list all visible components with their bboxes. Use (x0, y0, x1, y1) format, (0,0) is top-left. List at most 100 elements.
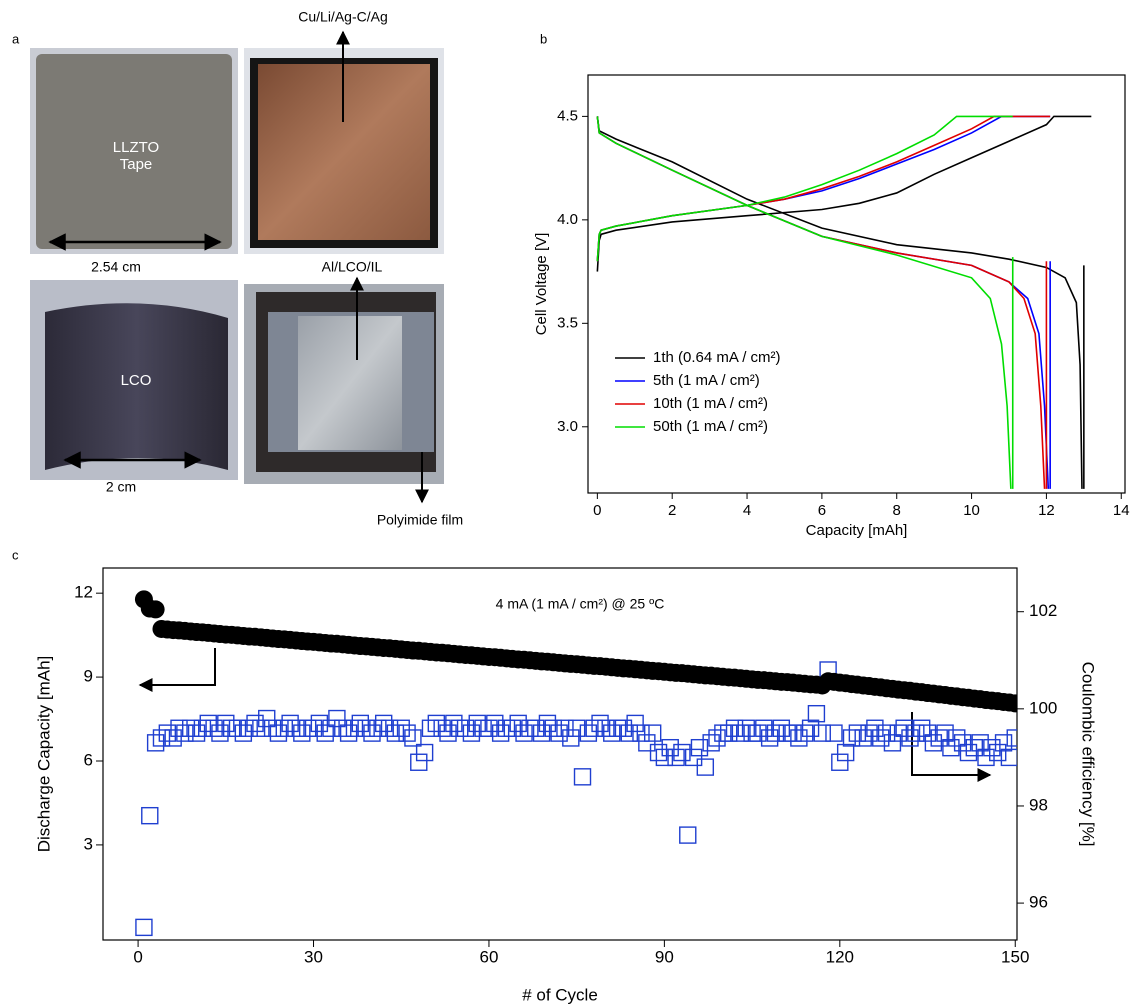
efficiency-point (591, 714, 609, 733)
efficiency-point (953, 734, 972, 752)
capacity-point (146, 600, 165, 619)
efficiency-point (936, 724, 954, 742)
efficiency-point (684, 748, 703, 767)
voltage-curve (596, 115, 1014, 489)
efficiency-point (994, 734, 1013, 752)
efficiency-point (872, 729, 890, 747)
efficiency-point (983, 738, 1001, 757)
plot-frame (587, 74, 1126, 494)
efficiency-point (176, 724, 194, 742)
x-tick-label: 2 (668, 502, 676, 519)
efficiency-point (164, 729, 182, 747)
y2-tick-label: 96 (1029, 893, 1048, 912)
x-tick-label: 120 (826, 947, 854, 966)
y-tick-label: 4.5 (557, 107, 578, 124)
efficiency-point (755, 719, 773, 737)
y-tick-label: 3 (84, 834, 93, 853)
efficiency-point (439, 724, 457, 742)
efficiency-point (573, 768, 592, 786)
x-tick-label: 8 (893, 502, 901, 519)
efficiency-point (860, 724, 878, 742)
efficiency-point (731, 724, 750, 742)
efficiency-point (468, 714, 486, 733)
efficiency-point (737, 719, 755, 737)
efficiency-point (603, 724, 621, 742)
panel-label: a (12, 31, 20, 46)
dimension-label: 2 cm (106, 479, 136, 495)
efficiency-point (778, 724, 796, 742)
efficiency-point (971, 734, 989, 752)
efficiency-point (351, 714, 370, 733)
efficiency-point (345, 719, 364, 737)
efficiency-point (404, 729, 422, 747)
efficiency-point (141, 806, 159, 825)
x-tick-label: 12 (1038, 502, 1055, 519)
photo-label: LLZTO (113, 139, 159, 156)
efficiency-point (562, 729, 580, 747)
efficiency-point (170, 719, 188, 737)
efficiency-point (608, 719, 627, 737)
efficiency-point (433, 719, 451, 737)
efficiency-point (673, 743, 691, 762)
efficiency-point (252, 719, 270, 737)
efficiency-point (801, 719, 820, 737)
efficiency-point (959, 743, 978, 762)
x-tick-label: 10 (963, 502, 980, 519)
efficiency-point (649, 743, 668, 762)
efficiency-point (661, 738, 679, 757)
efficiency-point (486, 714, 504, 733)
efficiency-point (556, 719, 574, 737)
efficiency-point (942, 738, 960, 757)
efficiency-point (679, 826, 697, 844)
efficiency-point (410, 753, 428, 771)
legend-label: 50th (1 mA / cm²) (653, 418, 768, 435)
efficiency-point (807, 704, 826, 723)
x-tick-label: 4 (743, 502, 751, 519)
efficiency-point (831, 753, 849, 771)
efficiency-point (322, 719, 340, 737)
efficiency-point (269, 724, 288, 742)
x-axis-label: # of Cycle (522, 985, 598, 1004)
lco-sheet (45, 303, 228, 470)
efficiency-point (293, 724, 311, 742)
efficiency-point (497, 719, 516, 737)
efficiency-point (772, 719, 791, 737)
annotation: 4 mA (1 mA / cm²) @ 25 ºC (496, 596, 665, 612)
efficiency-point (667, 748, 685, 767)
x-tick-label: 6 (818, 502, 826, 519)
efficiency-point (281, 714, 299, 733)
efficiency-point (790, 729, 808, 747)
y-tick-label: 12 (74, 583, 93, 602)
efficiency-point (696, 758, 715, 776)
efficiency-point (515, 724, 533, 742)
efficiency-point (924, 734, 943, 752)
efficiency-point (643, 724, 662, 742)
efficiency-point (392, 719, 410, 737)
efficiency-point (199, 714, 217, 733)
efficiency-point (316, 724, 334, 742)
efficiency-point (550, 724, 568, 742)
efficiency-point (918, 724, 937, 742)
efficiency-point (614, 719, 633, 737)
efficiency-point (626, 714, 644, 733)
y-tick-label: 6 (84, 750, 93, 769)
efficiency-point (240, 719, 258, 737)
axis-arrow (138, 648, 216, 692)
efficiency-point (714, 724, 732, 742)
efficiency-point (842, 729, 861, 747)
llzto-tape (36, 54, 232, 249)
efficiency-point (211, 724, 229, 742)
efficiency-point (328, 709, 346, 728)
efficiency-point (415, 743, 434, 762)
efficiency-point (901, 729, 919, 747)
efficiency-point (749, 724, 767, 742)
marks (134, 590, 1017, 937)
efficiency-point (567, 719, 586, 737)
efficiency-point (222, 719, 241, 737)
efficiency-point (977, 748, 995, 767)
efficiency-point (597, 719, 615, 737)
y2-tick-label: 100 (1029, 698, 1057, 717)
efficiency-point (228, 719, 247, 737)
